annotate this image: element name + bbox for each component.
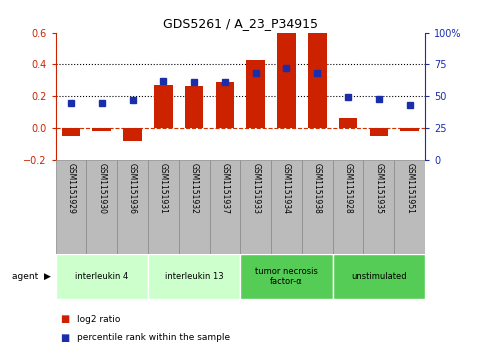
Text: GSM1151936: GSM1151936 (128, 163, 137, 213)
Title: GDS5261 / A_23_P34915: GDS5261 / A_23_P34915 (163, 17, 318, 30)
Bar (394, 160, 425, 254)
Bar (179, 160, 210, 254)
Text: GSM1151933: GSM1151933 (251, 163, 260, 213)
Text: GSM1151935: GSM1151935 (374, 163, 384, 213)
Bar (154, 85, 172, 128)
Text: ■: ■ (60, 333, 70, 343)
Bar (148, 160, 179, 254)
Bar (56, 160, 86, 254)
Text: GSM1151930: GSM1151930 (97, 163, 106, 213)
Text: ■: ■ (60, 314, 70, 325)
Bar (400, 128, 419, 131)
Text: GSM1151932: GSM1151932 (190, 163, 199, 213)
Text: GSM1151934: GSM1151934 (282, 163, 291, 213)
Text: tumor necrosis
factor-α: tumor necrosis factor-α (255, 267, 318, 286)
Text: interleukin 4: interleukin 4 (75, 272, 128, 281)
Bar (86, 160, 117, 254)
Bar (210, 160, 240, 254)
Bar (215, 82, 234, 128)
Bar (123, 128, 142, 140)
Text: GSM1151938: GSM1151938 (313, 163, 322, 213)
Bar (56, 254, 148, 299)
Bar (369, 128, 388, 136)
Bar (62, 128, 80, 136)
Text: unstimulated: unstimulated (351, 272, 407, 281)
Bar (302, 160, 333, 254)
Text: GSM1151951: GSM1151951 (405, 163, 414, 213)
Bar (333, 160, 364, 254)
Bar (333, 254, 425, 299)
Bar (364, 160, 394, 254)
Bar (148, 254, 241, 299)
Bar (240, 160, 271, 254)
Text: GSM1151928: GSM1151928 (343, 163, 353, 213)
Bar (339, 118, 357, 128)
Text: log2 ratio: log2 ratio (77, 315, 121, 324)
Bar (240, 254, 333, 299)
Bar (92, 128, 111, 131)
Text: GSM1151931: GSM1151931 (159, 163, 168, 213)
Text: GSM1151929: GSM1151929 (67, 163, 75, 213)
Text: agent  ▶: agent ▶ (12, 272, 51, 281)
Text: percentile rank within the sample: percentile rank within the sample (77, 333, 230, 342)
Bar (246, 60, 265, 128)
Bar (277, 33, 296, 128)
Bar (271, 160, 302, 254)
Bar (185, 86, 203, 128)
Text: GSM1151937: GSM1151937 (220, 163, 229, 213)
Text: interleukin 13: interleukin 13 (165, 272, 224, 281)
Bar (117, 160, 148, 254)
Bar (308, 33, 327, 128)
